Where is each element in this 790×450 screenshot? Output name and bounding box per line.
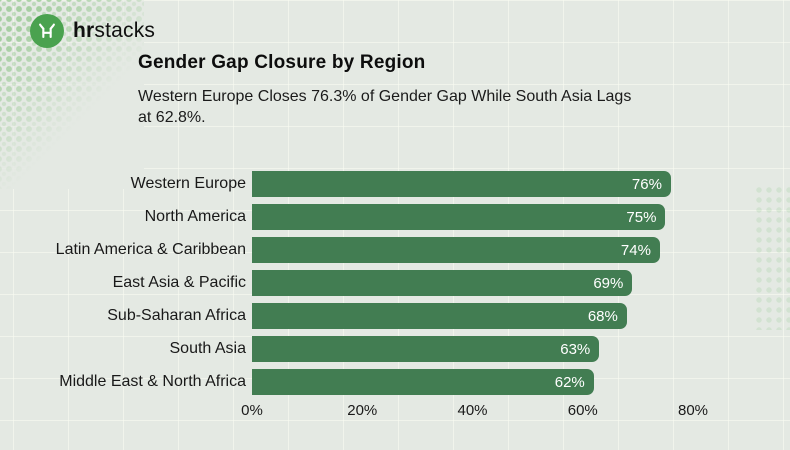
bar: 68% (252, 303, 627, 329)
bar: 62% (252, 369, 594, 395)
x-axis-tick: 20% (347, 402, 378, 419)
brand-name-bold: hr (73, 19, 95, 42)
bar-row: Latin America & Caribbean 74% (0, 237, 790, 263)
value-label: 69% (593, 274, 624, 292)
bar-row: North America 75% (0, 204, 790, 230)
value-label: 63% (560, 340, 591, 358)
x-axis: 0% 20% 40% 60% 80% (241, 402, 790, 422)
halftone-dots-right (754, 185, 790, 330)
x-axis-tick: 80% (677, 402, 709, 419)
hrstacks-person-h-icon (30, 14, 64, 48)
bar: 75% (252, 204, 666, 230)
bar-row: East Asia & Pacific 69% (0, 270, 790, 296)
chart-rows: Western Europe 76% North America 75% Latin A… (0, 171, 790, 395)
bar-track: 68% (252, 303, 790, 329)
chart-title: Gender Gap Closure by Region (138, 52, 426, 73)
category-label: East Asia & Pacific (112, 274, 246, 291)
bar-track: 69% (252, 270, 790, 296)
x-axis-tick: 60% (567, 402, 598, 419)
brand-logo: hrstacks (30, 14, 155, 48)
bar-track: 74% (252, 237, 790, 263)
bar-row: Middle East & North Africa 62% (0, 369, 790, 395)
bar-track: 75% (252, 204, 790, 230)
brand-name: hrstacks (73, 19, 155, 43)
value-label: 68% (587, 307, 618, 325)
halftone-fade (0, 0, 144, 189)
chart-subtitle-line1: Western Europe Closes 76.3% of Gender Ga… (138, 88, 632, 105)
chart-subtitle: Western Europe Closes 76.3% of Gender Ga… (138, 86, 738, 128)
chart-subtitle-line2: at 62.8%. (138, 109, 206, 126)
value-label: 76% (631, 175, 662, 193)
bar-row: Western Europe 76% (0, 171, 790, 197)
x-axis-tick: 40% (457, 402, 488, 419)
bar-chart: Western Europe 76% North America 75% Latin A… (0, 171, 790, 422)
category-label: Latin America & Caribbean (55, 241, 246, 258)
value-label: 62% (554, 373, 585, 391)
bar-row: South Asia 63% (0, 336, 790, 362)
bar: 74% (252, 237, 660, 263)
chart-header: Gender Gap Closure by Region Western Eur… (138, 52, 738, 128)
category-label: North America (144, 208, 246, 225)
bar-row: Sub-Saharan Africa 68% (0, 303, 790, 329)
category-label: South Asia (169, 340, 247, 357)
category-label: Sub-Saharan Africa (107, 307, 246, 324)
value-label: 74% (620, 241, 651, 259)
bar-track: 76% (252, 171, 790, 197)
bar: 76% (252, 171, 671, 197)
category-label: Western Europe (130, 175, 246, 192)
bar: 69% (252, 270, 633, 296)
bar-track: 63% (252, 336, 790, 362)
bar-track: 62% (252, 369, 790, 395)
bar: 63% (252, 336, 600, 362)
category-label: Middle East & North Africa (59, 373, 246, 390)
value-label: 75% (626, 208, 657, 226)
x-axis-tick: 0% (241, 402, 263, 419)
brand-name-regular: stacks (94, 19, 156, 42)
